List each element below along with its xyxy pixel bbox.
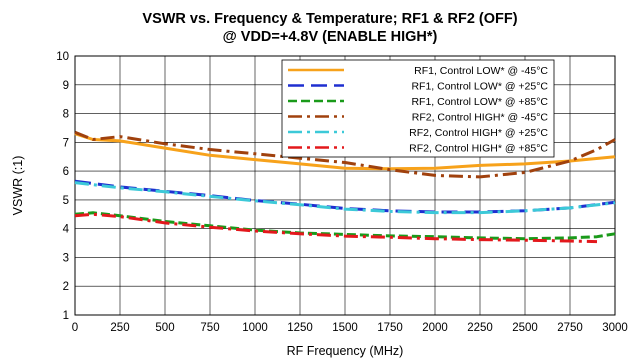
x-tick-label: 1000 [242,322,268,334]
series-line-rf2-control-high-85-c [74,212,598,244]
x-axis-ticks: 0 250 500 750 1000 1250 1500 1750 2000 2250 2500 27… [72,322,628,334]
x-tick-label: 250 [110,322,129,334]
chart-title: VSWR vs. Frequency & Temperature; RF1 & … [142,11,517,27]
y-tick-label: 1 [63,310,69,322]
legend-label: RF2, Control HIGH* @ +25°C [409,127,548,139]
x-tick-label: 0 [72,322,78,334]
y-tick-label: 2 [63,281,69,293]
series-line-rf1-control-low-45-c [74,132,616,171]
y-tick-label: 4 [63,224,70,236]
y-tick-label: 3 [63,252,69,264]
x-tick-label: 1750 [377,322,403,334]
plot-area [74,55,616,316]
x-tick-label: 2750 [557,322,583,334]
series-line-rf2-control-high-45-c [74,130,616,179]
series-layer [74,130,616,244]
legend-box [281,59,555,158]
legend: RF1, Control LOW* @ -45°C RF1, Control LO… [281,59,555,158]
y-axis-label: VSWR (:1) [11,156,25,216]
y-tick-label: 5 [63,195,69,207]
y-tick-label: 10 [56,51,69,63]
series-line-rf2-control-high-25-c [74,181,616,215]
x-tick-label: 1500 [332,322,358,334]
x-tick-label: 1250 [287,322,313,334]
x-tick-label: 2000 [422,322,448,334]
y-tick-label: 9 [63,80,69,92]
x-axis-label: RF Frequency (MHz) [287,344,404,358]
x-tick-label: 500 [155,322,174,334]
y-axis-ticks: 1 2 3 4 5 6 7 8 9 10 [56,51,69,322]
x-tick-label: 750 [200,322,219,334]
legend-label: RF1, Control LOW* @ +25°C [411,81,548,93]
legend-label: RF1, Control LOW* @ -45°C [414,65,548,77]
y-tick-label: 7 [63,137,69,149]
legend-label: RF2, Control HIGH* @ -45°C [412,112,549,124]
x-tick-label: 3000 [602,322,628,334]
y-tick-label: 8 [63,109,69,121]
x-tick-label: 2500 [512,322,538,334]
legend-label: RF1, Control LOW* @ +85°C [411,96,548,108]
y-tick-label: 6 [63,166,69,178]
x-tick-label: 2250 [467,322,493,334]
chart-subtitle: @ VDD=+4.8V (ENABLE HIGH*) [223,29,438,45]
legend-label: RF2, Control HIGH* @ +85°C [409,143,548,155]
